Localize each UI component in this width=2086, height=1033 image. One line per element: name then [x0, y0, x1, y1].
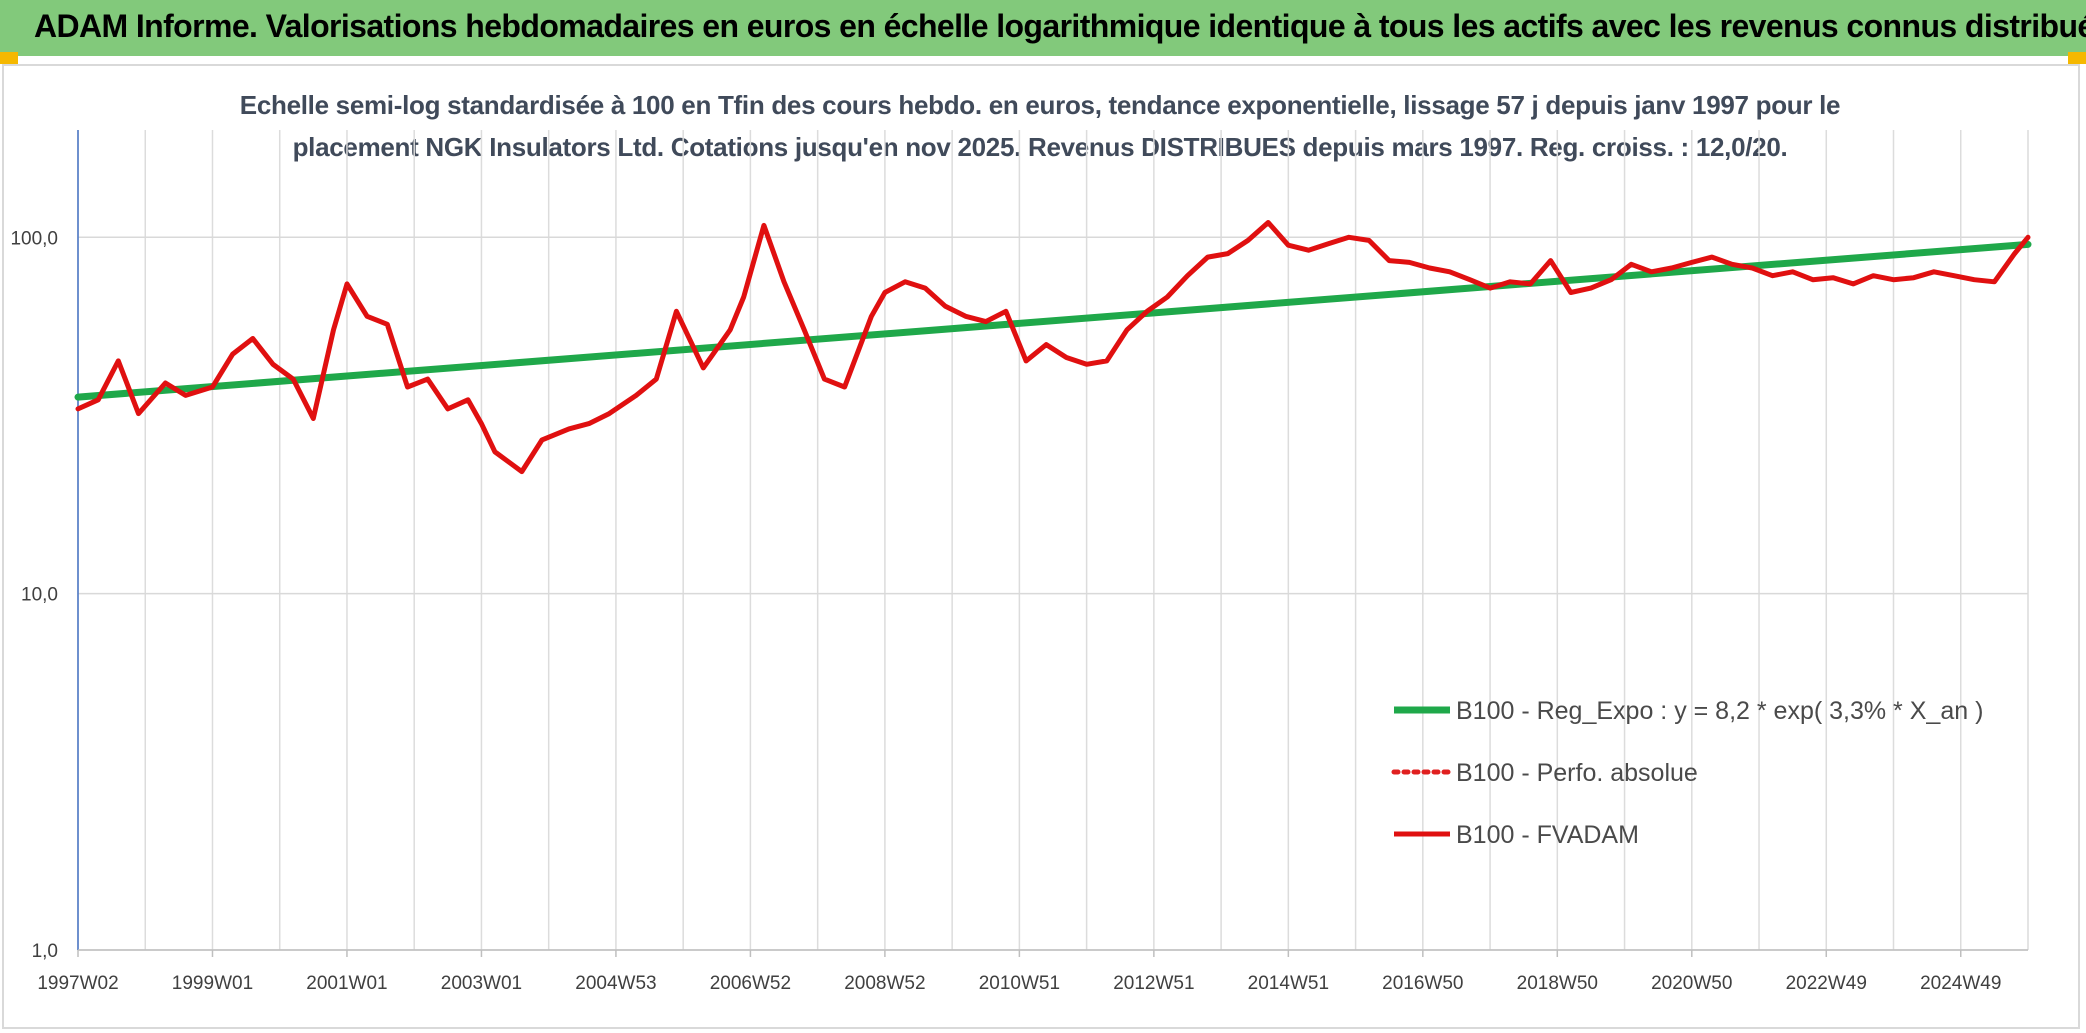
x-tick-label: 2001W01 [306, 973, 387, 994]
x-tick-label: 2006W52 [710, 973, 791, 994]
y-tick-label: 100,0 [10, 228, 58, 249]
corner-accent-right [2068, 52, 2086, 64]
series-group [74, 220, 2032, 475]
x-tick-label: 1997W02 [37, 973, 118, 994]
chart-title-line2: placement NGK Insulators Ltd. Cotations … [292, 132, 1788, 162]
x-tick-label: 2004W53 [575, 973, 656, 994]
axes: 1997W02 1999W01 2001W01 2003W01 2004W53 2006W… [10, 130, 2028, 994]
legend-label-2: B100 - FVADAM [1456, 821, 1639, 849]
chart-frame [2, 64, 2080, 1029]
legend-label-0: B100 - Reg_Expo : y = 8,2 * exp( 3,3% * … [1456, 697, 1983, 725]
legend-label-1: B100 - Perfo. absolue [1456, 759, 1698, 787]
legend: B100 - Reg_Expo : y = 8,2 * exp( 3,3% * … [1391, 697, 1983, 849]
x-tick-label: 2010W51 [979, 973, 1060, 994]
x-tick-label: 2008W52 [844, 973, 925, 994]
x-tick-label: 2012W51 [1113, 973, 1194, 994]
header-title: ADAM Informe. Valorisations hebdomadaire… [34, 8, 2086, 44]
x-tick-label: 2003W01 [441, 973, 522, 994]
y-tick-label: 1,0 [32, 941, 58, 962]
corner-accent-left [0, 52, 18, 64]
x-tick-label: 2018W50 [1517, 973, 1598, 994]
x-tick-label: 2016W50 [1382, 973, 1463, 994]
chart-title-line1: Echelle semi-log standardisée à 100 en T… [239, 90, 1841, 120]
x-tick-label: 2014W51 [1248, 973, 1329, 994]
x-tick-label: 2022W49 [1786, 973, 1867, 994]
series-line-2 [75, 220, 2031, 475]
x-tick-label: 2024W49 [1920, 973, 2001, 994]
y-tick-label: 10,0 [21, 585, 58, 606]
grid [77, 130, 2029, 951]
x-tick-label: 1999W01 [172, 973, 253, 994]
x-tick-label: 2020W50 [1651, 973, 1732, 994]
header-banner: ADAM Informe. Valorisations hebdomadaire… [0, 0, 2086, 56]
